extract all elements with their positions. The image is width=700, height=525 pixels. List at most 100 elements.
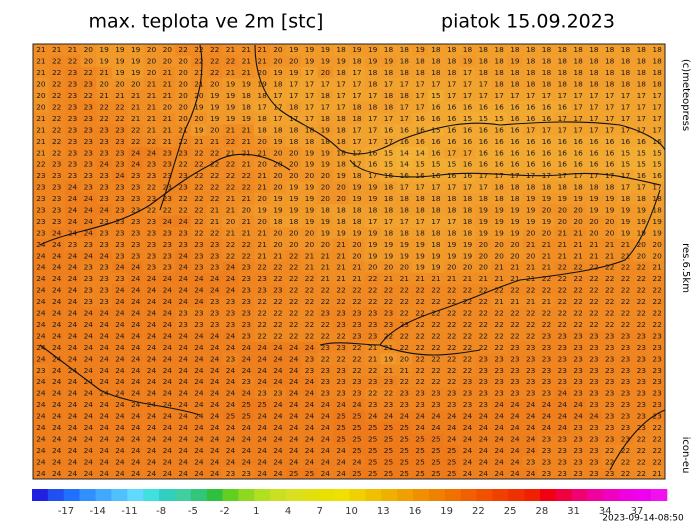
cell-value: 23 [321,389,331,398]
cell-value: 20 [542,228,552,237]
cell-value: 17 [415,217,425,226]
cell-bg [96,101,113,113]
cell-value: 17 [431,217,441,226]
cell-bg [459,78,476,91]
cell-bg [317,192,334,205]
cell-value: 22 [194,160,203,169]
cell-bg [617,421,634,434]
cell-bg [206,66,223,79]
colorbar-swatch [159,489,176,501]
cell-bg [238,147,255,159]
cell-bg [475,238,492,251]
cell-value: 21 [621,251,631,260]
cell-value: 19 [384,57,394,66]
cell-value: 22 [273,331,282,340]
cell-bg [238,467,255,480]
cell-value: 24 [178,412,188,421]
cell-value: 23 [36,205,46,214]
cell-value: 23 [589,366,599,375]
cell-value: 24 [68,217,78,226]
cell-bg [538,330,555,342]
cell-value: 18 [589,80,599,89]
cell-bg [475,101,492,113]
cell-bg [491,261,508,274]
cell-bg [412,341,429,354]
cell-bg [317,181,334,194]
cell-bg [364,78,381,91]
cell-bg [301,135,318,148]
cell-bg [586,89,603,102]
cell-value: 18 [637,80,647,89]
cell-value: 21 [36,114,46,123]
cell-bg [96,330,113,342]
cell-bg [428,78,445,91]
cell-value: 24 [99,457,109,466]
cell-value: 23 [573,331,583,340]
cell-bg [96,318,113,331]
cell-value: 24 [242,434,252,443]
cell-bg [48,204,65,217]
cell-value: 19 [415,45,425,54]
cell-value: 17 [352,137,362,146]
cell-bg [364,330,381,342]
cell-value: 24 [447,412,457,421]
cell-value: 24 [68,469,78,478]
cell-bg [491,410,508,423]
cell-bg [601,272,618,285]
cell-value: 17 [447,80,457,89]
cell-bg [538,101,555,113]
cell-value: 22 [652,309,661,318]
cell-bg [159,66,176,79]
cell-value: 20 [305,228,315,237]
cell-value: 21 [210,205,220,214]
cell-value: 24 [415,423,425,432]
cell-value: 23 [99,194,109,203]
cell-value: 17 [573,91,583,100]
cell-bg [96,444,113,457]
cell-value: 23 [542,354,552,363]
cell-value: 20 [131,80,141,89]
cell-value: 21 [384,343,394,352]
cell-value: 20 [400,263,410,272]
cell-bg [428,284,445,297]
cell-bg [143,66,160,79]
cell-value: 24 [463,423,473,432]
cell-value: 19 [273,194,283,203]
cell-value: 24 [479,457,489,466]
cell-bg [443,44,460,56]
cell-bg [33,55,50,68]
cell-value: 22 [463,297,472,306]
cell-value: 22 [336,354,345,363]
cell-bg [112,272,129,285]
cell-bg [570,158,587,171]
cell-bg [633,307,650,320]
cell-bg [617,158,634,171]
cell-bg [64,112,81,125]
cell-value: 23 [589,354,599,363]
cell-value: 19 [115,68,125,77]
cell-bg [443,250,460,262]
cell-bg [206,192,223,205]
cell-bg [333,215,350,228]
cell-bg [412,467,429,480]
cell-bg [412,227,429,239]
cell-value: 24 [36,286,46,295]
cell-value: 23 [605,423,615,432]
cell-bg [349,101,366,113]
cell-value: 24 [273,434,283,443]
cell-value: 22 [431,366,440,375]
cell-bg [238,398,255,411]
cell-value: 23 [558,446,568,455]
cell-bg [285,398,302,411]
cell-value: 21 [226,194,236,203]
cell-bg [586,158,603,171]
cell-value: 17 [384,137,394,146]
cell-bg [191,410,208,423]
cell-value: 25 [336,423,346,432]
cell-bg [175,147,192,159]
cell-bg [617,364,634,377]
cell-value: 23 [131,217,141,226]
cell-value: 22 [99,102,108,111]
cell-value: 22 [194,45,203,54]
